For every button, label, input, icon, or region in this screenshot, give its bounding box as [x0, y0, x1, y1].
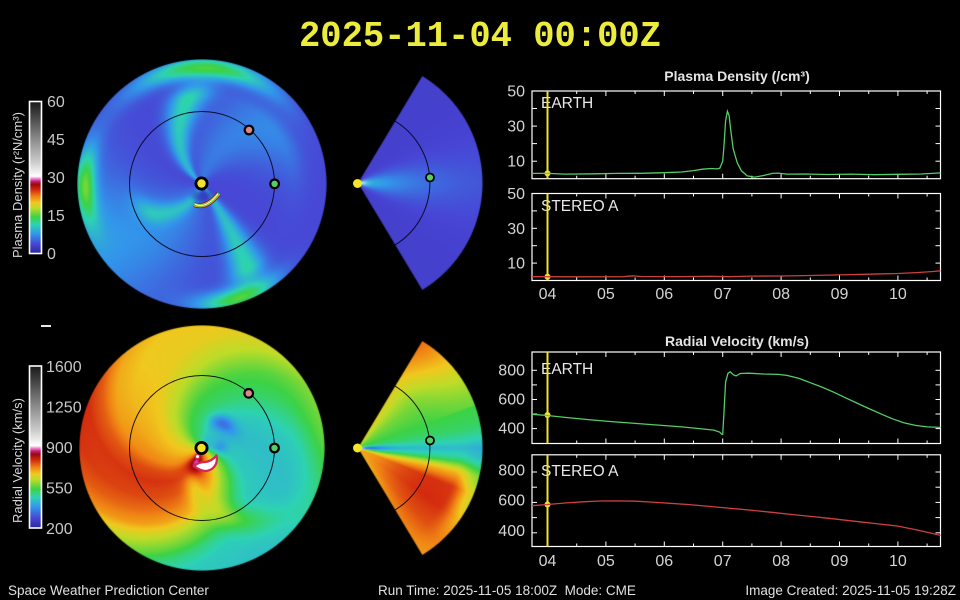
svg-text:Run Time: 2025-11-05 18:00Z M: Run Time: 2025-11-05 18:00Z Mode: CME: [378, 583, 636, 598]
svg-text:15: 15: [47, 208, 65, 225]
svg-text:EARTH: EARTH: [541, 361, 593, 378]
svg-text:600: 600: [498, 493, 525, 510]
svg-text:08: 08: [772, 286, 790, 303]
svg-text:STEREO A: STEREO A: [541, 463, 619, 480]
svg-text:30: 30: [47, 170, 65, 187]
svg-text:Radial Velocity (km/s): Radial Velocity (km/s): [665, 333, 809, 349]
svg-text:09: 09: [831, 286, 849, 303]
svg-text:200: 200: [46, 521, 73, 538]
svg-text:30: 30: [507, 221, 525, 238]
svg-text:Radial Velocity (km/s): Radial Velocity (km/s): [10, 398, 25, 523]
svg-text:45: 45: [47, 132, 65, 149]
svg-text:1250: 1250: [46, 400, 82, 417]
svg-text:07: 07: [714, 553, 732, 570]
svg-text:EARTH: EARTH: [541, 95, 593, 112]
svg-text:0: 0: [47, 246, 56, 263]
svg-text:06: 06: [655, 553, 673, 570]
svg-text:Plasma Density (r²N/cm³): Plasma Density (r²N/cm³): [10, 112, 25, 258]
svg-text:07: 07: [714, 286, 732, 303]
svg-text:900: 900: [46, 440, 73, 457]
svg-text:10: 10: [507, 256, 525, 273]
svg-text:800: 800: [498, 462, 525, 479]
svg-text:400: 400: [498, 523, 525, 540]
svg-text:Plasma Density (/cm³): Plasma Density (/cm³): [664, 68, 810, 84]
svg-text:10: 10: [889, 286, 907, 303]
svg-text:30: 30: [507, 119, 525, 136]
svg-text:05: 05: [597, 553, 615, 570]
svg-text:Image Created: 2025-11-05 19:2: Image Created: 2025-11-05 19:28Z: [745, 583, 956, 598]
svg-text:50: 50: [507, 186, 525, 203]
svg-text:10: 10: [889, 553, 907, 570]
svg-text:09: 09: [831, 553, 849, 570]
svg-text:04: 04: [539, 553, 557, 570]
svg-text:600: 600: [498, 392, 525, 409]
svg-text:1600: 1600: [46, 359, 82, 376]
svg-text:60: 60: [47, 94, 65, 111]
svg-text:STEREO A: STEREO A: [541, 198, 619, 215]
svg-text:04: 04: [539, 286, 557, 303]
svg-text:550: 550: [46, 481, 73, 498]
svg-text:800: 800: [498, 363, 525, 380]
svg-text:Space Weather Prediction Cente: Space Weather Prediction Center: [8, 583, 209, 598]
svg-text:10: 10: [507, 154, 525, 171]
svg-text:06: 06: [655, 286, 673, 303]
svg-text:50: 50: [507, 84, 525, 101]
svg-text:400: 400: [498, 421, 525, 438]
svg-text:2025-11-04 00:00Z: 2025-11-04 00:00Z: [299, 16, 661, 57]
svg-text:05: 05: [597, 286, 615, 303]
svg-text:08: 08: [772, 553, 790, 570]
